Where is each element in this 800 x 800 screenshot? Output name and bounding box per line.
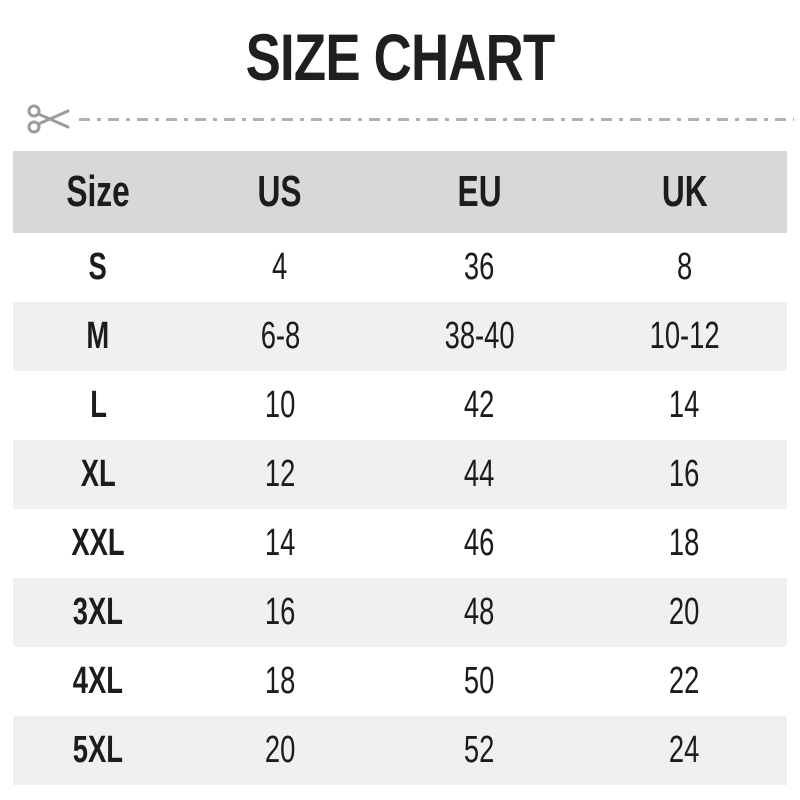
- cut-here-line: [26, 102, 794, 136]
- us-cell: 6-8: [260, 315, 300, 357]
- size-cell: L: [89, 384, 107, 426]
- size-cell: S: [89, 246, 108, 288]
- dashed-cut-line: [79, 117, 794, 121]
- size-cell: M: [86, 315, 110, 357]
- eu-cell: 36: [464, 246, 495, 288]
- column-header-size: Size: [13, 151, 184, 233]
- table-row: 4XL 18 50 22: [13, 647, 787, 716]
- size-chart-table: Size US EU UK S 4 36 8 M 6-8 38-40 10-12…: [13, 151, 787, 785]
- size-cell: 5XL: [73, 729, 124, 771]
- header-row: Size US EU UK: [13, 151, 787, 233]
- eu-cell: 42: [464, 384, 495, 426]
- table-row: XXL 14 46 18: [13, 509, 787, 578]
- column-header-uk: UK: [581, 151, 787, 233]
- eu-cell: 50: [464, 660, 495, 702]
- eu-cell: 52: [464, 729, 495, 771]
- us-cell: 14: [264, 522, 296, 564]
- eu-cell: 44: [464, 453, 495, 495]
- uk-cell: 8: [676, 246, 693, 288]
- size-cell: 4XL: [73, 660, 124, 702]
- page-title-text: SIZE CHART: [245, 20, 556, 94]
- uk-cell: 10-12: [649, 315, 720, 357]
- table-row: 3XL 16 48 20: [13, 578, 787, 647]
- eu-cell: 46: [464, 522, 495, 564]
- size-cell: 3XL: [73, 591, 124, 633]
- table-row: S 4 36 8: [13, 233, 787, 302]
- us-cell: 16: [264, 591, 296, 633]
- uk-cell: 14: [669, 384, 700, 426]
- table-row: M 6-8 38-40 10-12: [13, 302, 787, 371]
- us-cell: 12: [264, 453, 296, 495]
- uk-cell: 22: [669, 660, 700, 702]
- uk-cell: 24: [669, 729, 700, 771]
- eu-cell: 38-40: [444, 315, 515, 357]
- size-cell: XL: [80, 453, 116, 495]
- us-cell: 20: [264, 729, 296, 771]
- column-header-us: US: [183, 151, 377, 233]
- us-cell: 18: [264, 660, 296, 702]
- column-header-eu: EU: [376, 151, 582, 233]
- uk-cell: 18: [669, 522, 700, 564]
- scissors-icon: [26, 102, 72, 136]
- table-row: XL 12 44 16: [13, 440, 787, 509]
- us-cell: 4: [272, 246, 288, 288]
- table-row: 5XL 20 52 24: [13, 716, 787, 785]
- size-cell: XXL: [71, 522, 125, 564]
- uk-cell: 20: [669, 591, 700, 633]
- table-row: L 10 42 14: [13, 371, 787, 440]
- uk-cell: 16: [669, 453, 700, 495]
- page-title: SIZE CHART: [0, 24, 800, 90]
- eu-cell: 48: [464, 591, 495, 633]
- us-cell: 10: [264, 384, 296, 426]
